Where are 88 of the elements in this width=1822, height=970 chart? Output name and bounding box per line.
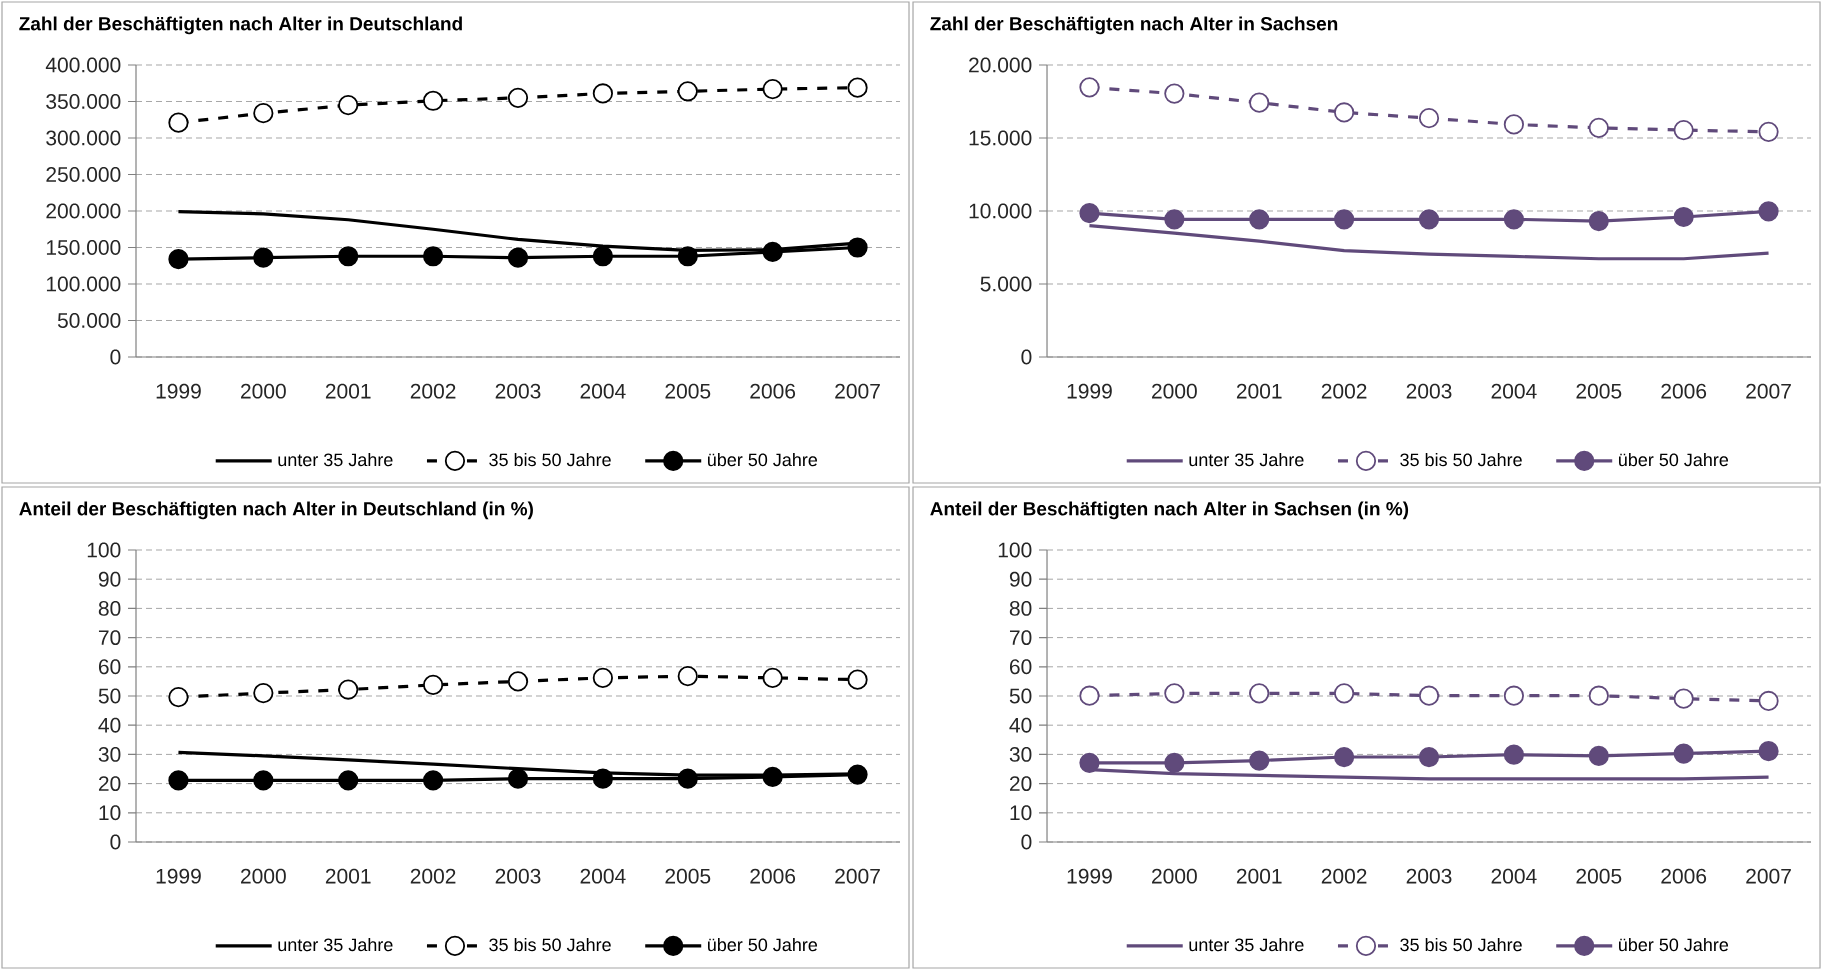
y-tick-label: 80 [98,600,121,616]
y-tick-label: 20.000 [969,57,1032,73]
x-tick-label: 2001 [1236,868,1282,884]
y-tick-label: 60 [1009,659,1032,675]
y-tick-label: 100 [87,542,121,558]
x-tick-label: 2002 [410,868,456,884]
x-tick-label: 2001 [1236,383,1282,399]
y-tick-label: 0 [110,834,121,850]
y-tick-label: 90 [1009,571,1032,587]
x-tick-label: 1999 [1067,868,1112,884]
y-tick-label: 10.000 [969,203,1032,219]
x-tick-label: 2005 [1576,383,1622,399]
y-tick-label: 200.000 [46,203,121,219]
y-tick-label: 20 [1009,776,1032,792]
y-tick-label: 60 [98,659,121,675]
x-tick-label: 2003 [1406,383,1452,399]
x-tick-label: 2006 [1661,868,1707,884]
y-tick-label: 20 [98,776,121,792]
y-tick-label: 30 [98,746,121,762]
y-tick-label: 50 [1009,688,1032,704]
x-tick-label: 2002 [410,383,456,399]
y-tick-label: 15.000 [969,130,1032,146]
x-tick-label: 2005 [1576,868,1622,884]
y-tick-label: 50.000 [57,313,121,328]
x-tick-label: 2003 [495,868,541,884]
x-tick-label: 2007 [835,868,880,884]
x-tick-label: 2002 [1321,383,1367,399]
y-tick-label: 150.000 [46,240,121,255]
x-tick-label: 2003 [495,383,541,399]
y-tick-label: 100 [998,542,1032,558]
legend-label: unter 35 Jahre [1189,452,1304,467]
y-tick-label: 10 [1010,805,1032,821]
legend-label: 35 bis 50 Jahre [489,937,611,952]
y-tick-label: 300.000 [46,130,121,146]
y-tick-label: 40 [1009,717,1032,733]
chart-title: Zahl der Beschäftigten nach Alter in Sachsen [930,16,1338,35]
x-tick-label: 2004 [1491,383,1537,399]
legend-label: unter 35 Jahre [278,452,393,467]
y-tick-label: 90 [98,571,121,587]
x-tick-label: 2007 [835,383,880,399]
chart-title: Zahl der Beschäftigten nach Alter in Deutschland [19,16,462,35]
x-tick-label: 2000 [241,868,286,884]
y-tick-label: 80 [1009,600,1032,616]
x-tick-label: 1999 [156,383,201,399]
y-tick-label: 0 [1021,834,1032,850]
x-tick-label: 1999 [1067,383,1112,399]
y-tick-label: 0 [110,349,121,365]
legend-label: unter 35 Jahre [1189,937,1304,952]
x-tick-label: 2000 [1152,383,1197,399]
legend-label: über 50 Jahre [1619,937,1729,952]
legend-label: 35 bis 50 Jahre [489,452,611,467]
x-tick-label: 1999 [156,868,201,884]
y-tick-label: 40 [98,717,121,733]
chart-title: Anteil der Beschäftigten nach Alter in Deutschland (in %) [19,501,533,520]
x-tick-label: 2002 [1321,868,1367,884]
y-tick-label: 0 [1021,349,1032,365]
y-tick-label: 5.000 [980,276,1032,292]
y-tick-label: 350.000 [46,94,121,109]
x-tick-label: 2003 [1406,868,1452,884]
y-tick-label: 70 [1009,630,1032,646]
y-tick-label: 30 [1009,746,1032,762]
legend-label: über 50 Jahre [1619,452,1729,467]
x-tick-label: 2004 [580,383,626,399]
x-tick-label: 2000 [241,383,286,399]
chart-title: Anteil der Beschäftigten nach Alter in Sachsen (in %) [930,501,1409,520]
x-tick-label: 2006 [750,868,796,884]
x-tick-label: 2005 [665,868,711,884]
x-tick-label: 2004 [1491,868,1537,884]
y-tick-label: 250.000 [46,167,121,182]
y-tick-label: 400.000 [45,57,121,73]
legend-label: über 50 Jahre [708,937,818,952]
legend-label: über 50 Jahre [708,452,818,467]
legend-label: unter 35 Jahre [278,937,393,952]
x-tick-label: 2000 [1152,868,1197,884]
x-tick-label: 2007 [1746,868,1791,884]
x-tick-label: 2004 [580,868,626,884]
x-tick-label: 2006 [750,383,796,399]
x-tick-label: 2005 [665,383,711,399]
legend-label: 35 bis 50 Jahre [1400,937,1522,952]
y-tick-label: 70 [98,630,121,646]
x-tick-label: 2007 [1746,383,1791,399]
x-tick-label: 2006 [1661,383,1707,399]
y-tick-label: 100.000 [46,276,121,292]
x-tick-label: 2001 [325,383,371,399]
legend-label: 35 bis 50 Jahre [1400,452,1522,467]
y-tick-label: 10 [99,805,121,821]
x-tick-label: 2001 [325,868,371,884]
y-tick-label: 50 [98,688,121,704]
